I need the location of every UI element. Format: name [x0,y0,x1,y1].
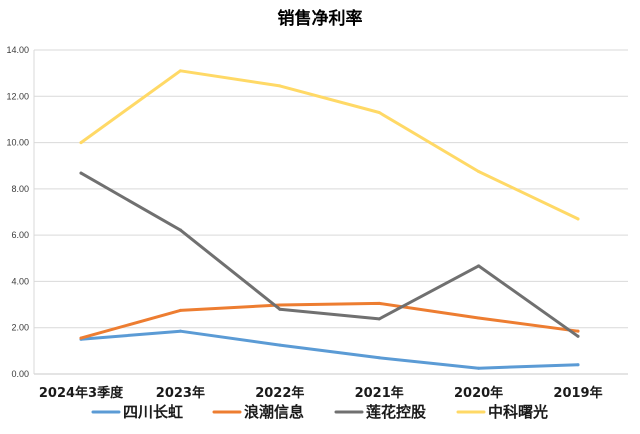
gridlines [33,49,628,375]
data-point [178,69,182,73]
y-tick-label: 4.00 [11,276,29,286]
data-point [576,217,580,221]
series-line [79,301,580,340]
legend-label: 四川长虹 [123,403,183,421]
x-tick-label: 2021年 [355,385,404,401]
x-tick-label: 2019年 [553,385,602,401]
series-line [79,329,580,370]
legend-label: 莲花控股 [366,403,427,421]
x-tick-label: 2024年3季度 [39,385,124,401]
data-point [377,301,381,305]
y-axis-ticks: 0.00 2.00 4.00 6.00 8.00 10.00 12.00 14.00 [6,45,29,379]
data-point [278,343,282,347]
data-point [79,171,83,175]
data-point [477,264,481,268]
x-tick-label: 2020年 [454,385,503,401]
series-lines [79,69,580,370]
y-tick-label: 8.00 [11,184,29,194]
data-point [576,334,580,338]
data-point [278,307,282,311]
data-point [477,170,481,173]
chart-title: 销售净利率 [278,8,363,29]
legend-label: 浪潮信息 [244,403,304,421]
data-point [477,316,481,320]
y-tick-label: 2.00 [11,323,29,333]
y-tick-label: 12.00 [6,91,29,101]
y-tick-label: 14.00 [6,45,29,55]
y-tick-label: 0.00 [11,369,29,379]
x-tick-label: 2022年 [255,385,304,401]
x-axis-ticks: 2024年3季度 2023年 2022年 2021年 2020年 2019年 [39,385,603,401]
data-point [477,366,481,370]
series-line [79,69,580,221]
legend-label: 中科曙光 [488,403,548,421]
data-point [178,228,182,232]
x-tick-label: 2023年 [156,385,205,401]
data-point [79,336,83,340]
series-line [79,171,580,338]
data-point [377,110,381,114]
y-tick-label: 10.00 [6,138,29,148]
data-point [278,84,282,88]
data-point [377,356,381,360]
data-point [178,329,182,333]
data-point [576,363,580,367]
data-point [278,303,282,307]
data-point [377,317,381,321]
data-point [178,308,182,312]
legend: 四川长虹 浪潮信息 莲花控股 中科曙光 [91,403,548,421]
y-tick-label: 6.00 [11,230,29,240]
data-point [576,329,580,333]
data-point [79,141,83,145]
